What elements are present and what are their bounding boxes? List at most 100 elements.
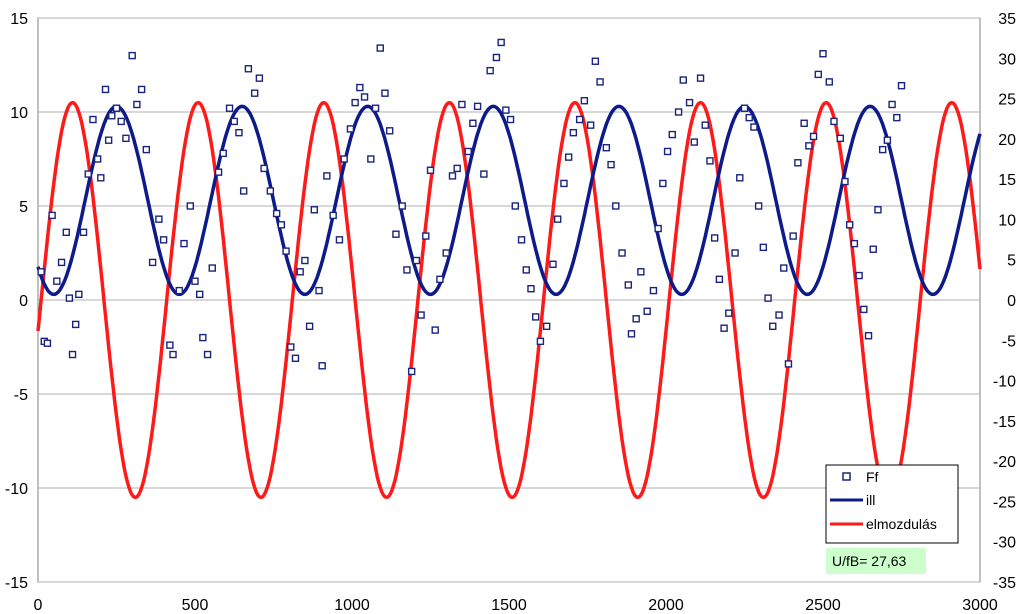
ff-point (376, 44, 384, 52)
ff-point (764, 294, 772, 302)
legend-ill-label: ill (866, 492, 875, 508)
ff-point (549, 260, 557, 268)
right-tick-label: 30 (998, 51, 1016, 68)
ff-point (805, 142, 813, 150)
ff-point (169, 350, 177, 359)
ff-point (473, 102, 482, 111)
ff-point (291, 354, 300, 362)
ff-point (654, 224, 662, 233)
ff-point (371, 104, 380, 112)
ff-point (97, 174, 105, 182)
ff-point (469, 119, 477, 127)
ff-point (128, 51, 136, 60)
ff-point (745, 113, 753, 122)
left-tick-label: -15 (5, 575, 28, 592)
ff-point (180, 239, 188, 248)
ff-point (715, 275, 724, 284)
ff-point (874, 206, 882, 214)
ff-point (422, 232, 430, 240)
x-tick-label: 2000 (648, 597, 684, 614)
ff-point (850, 239, 859, 248)
ff-point (511, 202, 519, 210)
ff-point (235, 128, 243, 137)
x-axis-tick-labels: 0 500 1000 1500 2000 2500 3000 (34, 597, 998, 614)
ff-point (789, 232, 797, 240)
ff-point (166, 341, 174, 349)
ff-point (315, 286, 323, 295)
ff-point (506, 115, 515, 124)
left-tick-label: 0 (19, 293, 28, 310)
ff-point (57, 258, 66, 267)
ff-point (668, 130, 676, 139)
ff-point (175, 286, 184, 295)
left-tick-label: 5 (19, 199, 28, 216)
right-tick-label: 25 (998, 92, 1016, 109)
ff-point (725, 309, 733, 317)
right-tick-label: 5 (1007, 253, 1016, 270)
ff-point (398, 202, 406, 210)
ill-curve (36, 104, 982, 297)
ff-point (830, 117, 838, 126)
ff-point (191, 277, 199, 285)
ff-point (214, 168, 223, 176)
ff-point (453, 164, 461, 173)
legend: Ff ill elmozdulás (825, 464, 959, 544)
ff-point (417, 311, 425, 319)
elmozdulas-line (36, 100, 982, 500)
ff-point (800, 119, 808, 127)
ff-point (819, 50, 827, 58)
ff-point (679, 76, 687, 84)
ff-point (643, 307, 651, 315)
ff-point (65, 294, 74, 302)
ff-point (624, 281, 633, 289)
ff-point (155, 215, 163, 223)
ff-point (696, 74, 705, 82)
ff-point (855, 271, 863, 280)
ff-point (553, 215, 562, 223)
ff-point (239, 187, 248, 195)
ff-point (104, 136, 113, 144)
ff-point (531, 313, 540, 321)
ff-point (186, 202, 194, 210)
ff-point (230, 117, 238, 126)
ff-point (522, 266, 530, 274)
ff-point (754, 202, 763, 210)
ff-point (602, 144, 611, 152)
ff-point (674, 108, 683, 116)
ff-point (448, 172, 457, 180)
ff-point (564, 153, 573, 161)
ff-point (825, 78, 833, 86)
x-tick-label: 3000 (962, 597, 998, 614)
ff-point (367, 155, 375, 163)
ff-point (527, 285, 535, 293)
ff-point (586, 121, 595, 129)
ff-point (685, 98, 694, 107)
ff-point (142, 145, 151, 154)
ff-point (893, 113, 901, 122)
ff-point (219, 149, 227, 158)
ff-point (108, 112, 116, 120)
ff-point (536, 337, 545, 346)
ff-point (137, 85, 146, 94)
ff-point (736, 174, 744, 182)
ff-point (860, 305, 868, 314)
ff-point (203, 350, 212, 359)
ff-point (814, 70, 822, 79)
x-tick-label: 1000 (334, 597, 370, 614)
ff-point (323, 172, 331, 180)
ff-point (329, 211, 337, 220)
ff-point (731, 249, 739, 257)
gridlines (38, 17, 980, 583)
ff-point (497, 38, 505, 47)
ff-point (769, 322, 777, 331)
right-tick-label: 20 (998, 132, 1016, 149)
ff-point (225, 104, 234, 112)
ill-line (36, 104, 982, 297)
right-tick-label: -30 (993, 535, 1016, 552)
ff-point (385, 127, 394, 135)
left-tick-label: -10 (5, 481, 28, 498)
elmozdulas-curve (36, 100, 982, 500)
ff-point (426, 166, 435, 174)
ff-point (79, 228, 88, 237)
